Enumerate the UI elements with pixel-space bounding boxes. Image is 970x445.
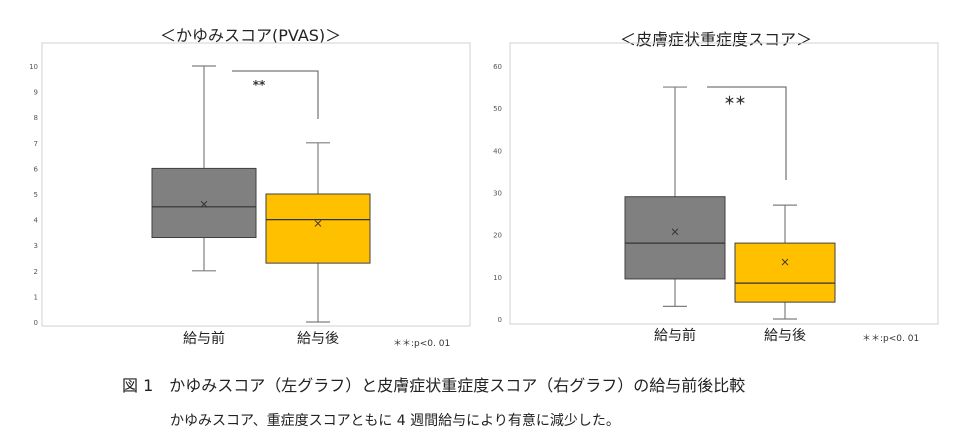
y-tick-label: 8 bbox=[34, 114, 38, 122]
chart-title-severity: ＜皮膚症状重症度スコア＞ bbox=[620, 30, 813, 49]
y-tick-label: 10 bbox=[493, 274, 502, 282]
plot-frame bbox=[509, 42, 939, 325]
y-tick-label: 3 bbox=[34, 242, 38, 250]
category-label: 給与後 bbox=[297, 331, 339, 347]
iqr-box bbox=[624, 196, 726, 280]
y-tick-label: 0 bbox=[498, 316, 502, 324]
y-tick-label: 2 bbox=[34, 268, 38, 276]
y-tick-label: 30 bbox=[493, 190, 502, 198]
box-before bbox=[624, 86, 726, 307]
box-after bbox=[734, 204, 836, 320]
significance-bracket bbox=[232, 70, 319, 119]
significance-marker: ** bbox=[253, 78, 266, 92]
mean-marker bbox=[314, 220, 322, 227]
y-tick-label: 9 bbox=[34, 89, 38, 97]
box-after bbox=[265, 142, 371, 323]
plot-frame bbox=[41, 42, 471, 327]
category-label: 給与後 bbox=[764, 328, 806, 344]
y-tick-label: 4 bbox=[34, 217, 39, 225]
significance-marker: ＊＊ bbox=[724, 94, 746, 107]
y-tick-label: 6 bbox=[34, 165, 39, 173]
p-value-footnote: ＊＊:p<0. 01 bbox=[862, 334, 919, 344]
iqr-box bbox=[734, 242, 836, 303]
y-tick-label: 1 bbox=[34, 293, 38, 301]
mean-marker bbox=[781, 258, 789, 266]
box-before bbox=[151, 65, 257, 272]
mean-marker bbox=[200, 200, 208, 208]
iqr-box bbox=[151, 167, 257, 239]
mean-marker bbox=[671, 228, 679, 236]
figure-caption: 図 1 かゆみスコア（左グラフ）と皮膚症状重症度スコア（右グラフ）の給与前後比較 bbox=[122, 376, 746, 395]
y-tick-label: 0 bbox=[34, 319, 38, 327]
figure-caption-note: かゆみスコア、重症度スコアともに 4 週間給与により有意に減少した。 bbox=[170, 413, 620, 429]
significance-bracket bbox=[707, 86, 787, 180]
y-tick-label: 10 bbox=[29, 63, 38, 71]
y-tick-label: 40 bbox=[493, 147, 502, 155]
category-label: 給与前 bbox=[183, 330, 225, 347]
iqr-box bbox=[265, 193, 371, 264]
category-label: 給与前 bbox=[654, 327, 696, 344]
p-value-footnote: ＊＊:p<0. 01 bbox=[393, 339, 450, 349]
y-tick-label: 60 bbox=[493, 63, 502, 71]
chart-title-itch: ＜かゆみスコア(PVAS)＞ bbox=[160, 26, 342, 45]
y-tick-label: 20 bbox=[493, 232, 502, 240]
y-tick-label: 7 bbox=[34, 140, 38, 148]
y-tick-label: 5 bbox=[34, 191, 38, 199]
y-tick-label: 50 bbox=[493, 105, 502, 113]
